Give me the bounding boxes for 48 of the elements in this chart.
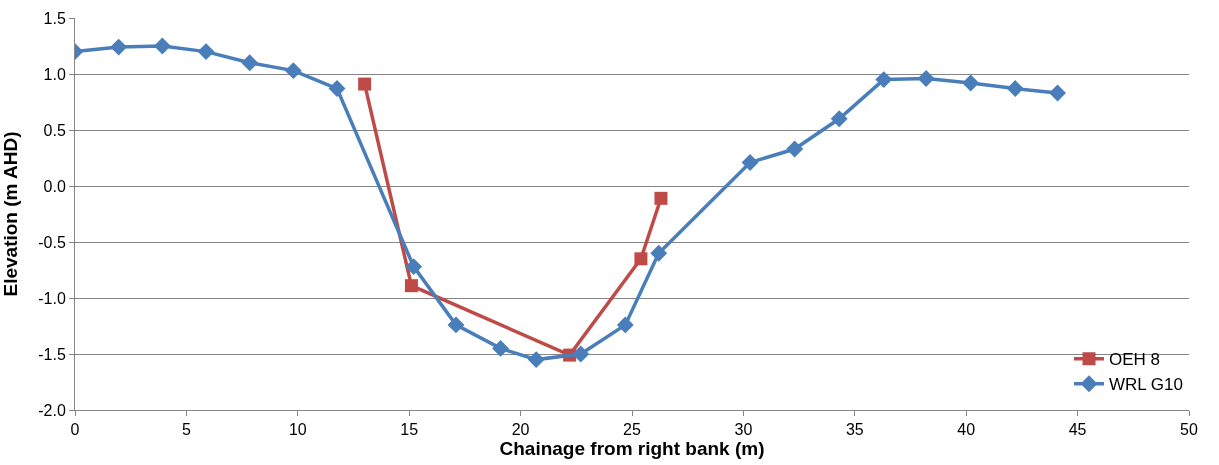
point bbox=[654, 191, 668, 205]
y-tick-label: 0.0 bbox=[43, 177, 66, 195]
x-tick-label: 15 bbox=[400, 421, 419, 439]
point bbox=[110, 38, 128, 56]
x-tick-label: 5 bbox=[181, 421, 191, 439]
x-tick-label: 30 bbox=[734, 421, 753, 439]
y-tick-label: -1.5 bbox=[38, 345, 66, 363]
point bbox=[875, 71, 893, 89]
y-tick-label: -0.5 bbox=[38, 233, 66, 251]
x-tick-label: 10 bbox=[288, 421, 307, 439]
point bbox=[197, 43, 215, 61]
point bbox=[241, 54, 259, 72]
x-tick-label: 45 bbox=[1068, 421, 1087, 439]
x-tick-label: 20 bbox=[511, 421, 530, 439]
x-tick-label: 25 bbox=[623, 421, 641, 439]
point bbox=[741, 154, 759, 171]
x-tick-label: 50 bbox=[1180, 421, 1198, 439]
point bbox=[616, 316, 634, 334]
y-tick-label: 1.5 bbox=[43, 9, 66, 27]
y-tick-label: 1.0 bbox=[43, 65, 66, 83]
point bbox=[1006, 80, 1024, 98]
point bbox=[962, 74, 980, 92]
point bbox=[830, 110, 848, 128]
point bbox=[527, 351, 545, 369]
x-tick-label: 0 bbox=[70, 421, 80, 439]
point bbox=[328, 80, 346, 98]
point bbox=[447, 316, 465, 334]
legend-label: OEH 8 bbox=[1109, 350, 1161, 370]
point bbox=[917, 70, 935, 87]
point bbox=[358, 77, 372, 91]
x-axis-title: Chainage from right bank (m) bbox=[499, 438, 765, 460]
point bbox=[786, 140, 804, 158]
point bbox=[153, 37, 171, 55]
point bbox=[1049, 84, 1066, 102]
point bbox=[634, 252, 648, 266]
x-tick-label: 40 bbox=[957, 421, 976, 439]
point bbox=[284, 62, 302, 80]
y-tick-label: -1.0 bbox=[38, 289, 66, 307]
point bbox=[650, 244, 668, 262]
x-tick-label: 35 bbox=[845, 421, 864, 439]
y-tick-label: 0.5 bbox=[43, 121, 66, 139]
point bbox=[404, 279, 418, 293]
y-axis-title: Elevation (m AHD) bbox=[0, 131, 22, 297]
y-tick-label: -2.0 bbox=[38, 401, 66, 419]
point bbox=[572, 345, 590, 363]
legend-label: WRL G10 bbox=[1109, 375, 1184, 395]
point bbox=[492, 339, 509, 357]
point bbox=[405, 258, 423, 276]
